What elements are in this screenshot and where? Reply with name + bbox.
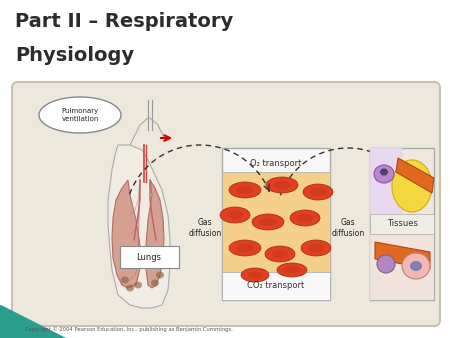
Ellipse shape xyxy=(220,207,250,223)
FancyBboxPatch shape xyxy=(222,172,330,272)
Text: Copyright © 2004 Pearson Education, Inc., publishing as Benjamin Cummings.: Copyright © 2004 Pearson Education, Inc.… xyxy=(25,327,233,332)
Text: CO₂ transport: CO₂ transport xyxy=(248,281,305,290)
Ellipse shape xyxy=(265,246,295,262)
Ellipse shape xyxy=(402,253,430,279)
Text: O₂ transport: O₂ transport xyxy=(250,159,302,168)
Ellipse shape xyxy=(241,268,269,282)
Ellipse shape xyxy=(297,214,313,222)
Ellipse shape xyxy=(252,214,284,230)
FancyBboxPatch shape xyxy=(370,214,434,234)
Ellipse shape xyxy=(392,160,432,212)
Ellipse shape xyxy=(134,282,142,289)
Ellipse shape xyxy=(380,169,388,175)
Text: Physiology: Physiology xyxy=(15,46,134,65)
FancyBboxPatch shape xyxy=(12,82,440,326)
FancyBboxPatch shape xyxy=(120,246,179,268)
Ellipse shape xyxy=(151,280,159,287)
Ellipse shape xyxy=(301,240,331,256)
Polygon shape xyxy=(375,242,430,269)
Ellipse shape xyxy=(410,261,422,271)
FancyBboxPatch shape xyxy=(370,148,434,300)
Polygon shape xyxy=(146,180,164,288)
FancyBboxPatch shape xyxy=(370,234,434,300)
FancyBboxPatch shape xyxy=(222,148,330,300)
Ellipse shape xyxy=(236,244,254,252)
Polygon shape xyxy=(108,145,170,308)
FancyBboxPatch shape xyxy=(370,148,402,224)
Ellipse shape xyxy=(227,211,243,219)
Ellipse shape xyxy=(248,271,263,279)
Ellipse shape xyxy=(310,188,326,196)
Ellipse shape xyxy=(266,177,298,193)
Ellipse shape xyxy=(273,181,291,189)
FancyBboxPatch shape xyxy=(222,272,330,300)
Ellipse shape xyxy=(277,263,307,277)
Ellipse shape xyxy=(374,165,394,183)
Text: Gas
diffusion: Gas diffusion xyxy=(189,218,221,238)
Ellipse shape xyxy=(272,250,288,258)
Polygon shape xyxy=(396,158,434,193)
Ellipse shape xyxy=(156,271,164,279)
Ellipse shape xyxy=(236,186,254,194)
Ellipse shape xyxy=(303,184,333,200)
Polygon shape xyxy=(0,305,65,338)
Ellipse shape xyxy=(377,255,395,273)
Ellipse shape xyxy=(290,210,320,226)
Ellipse shape xyxy=(308,244,324,252)
Text: Pulmonary
ventilation: Pulmonary ventilation xyxy=(61,108,99,122)
Text: Tissues: Tissues xyxy=(387,219,418,228)
Text: Lungs: Lungs xyxy=(136,252,162,262)
Ellipse shape xyxy=(229,240,261,256)
Ellipse shape xyxy=(284,266,300,273)
Polygon shape xyxy=(112,180,140,288)
Ellipse shape xyxy=(229,182,261,198)
Ellipse shape xyxy=(126,285,134,291)
Ellipse shape xyxy=(259,218,277,226)
Ellipse shape xyxy=(39,97,121,133)
Text: Gas
diffusion: Gas diffusion xyxy=(331,218,364,238)
Text: Part II – Respiratory: Part II – Respiratory xyxy=(15,12,233,31)
Ellipse shape xyxy=(121,276,129,284)
